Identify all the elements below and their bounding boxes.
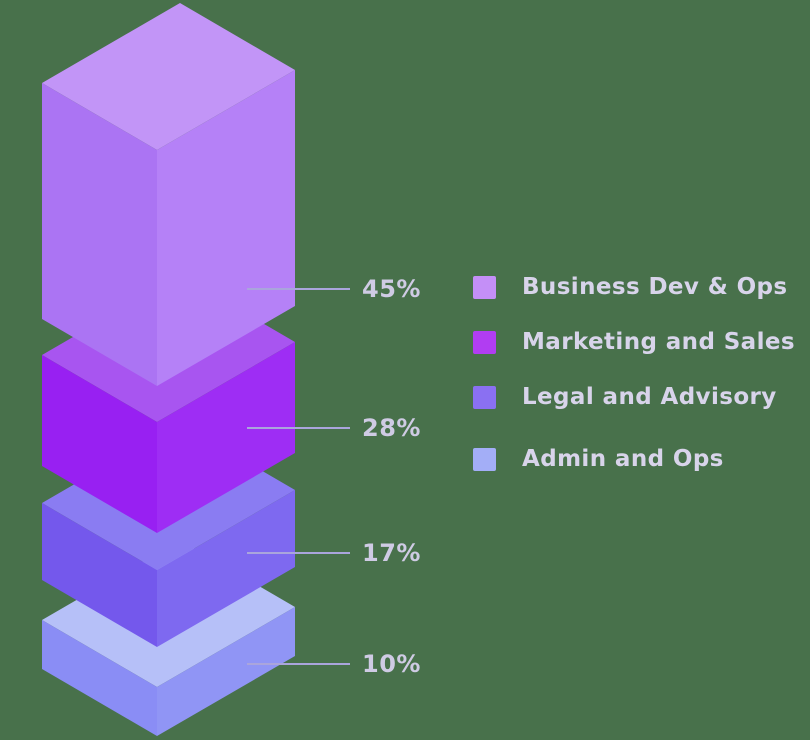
percent-label: 45% <box>362 275 421 303</box>
percent-label: 17% <box>362 539 421 567</box>
segment-1-top-face <box>42 3 295 150</box>
callout-line <box>247 552 350 554</box>
percent-label: 28% <box>362 414 421 442</box>
legend-item-admin-ops: Admin and Ops <box>473 446 795 472</box>
legend-swatch <box>473 330 496 354</box>
segment-2-right-face <box>157 342 295 533</box>
legend-label: Legal and Advisory <box>522 384 777 410</box>
segment-2-left-face <box>42 355 157 533</box>
percent-label: 10% <box>362 650 421 678</box>
legend-item-legal-advisory: Legal and Advisory <box>473 384 795 410</box>
segment-3-left-face <box>42 503 157 647</box>
segment-3-right-face <box>157 490 295 647</box>
segment-4-right-face <box>157 607 295 736</box>
segment-4-left-face <box>42 620 157 736</box>
legend-label: Marketing and Sales <box>522 329 795 355</box>
legend-label: Admin and Ops <box>522 446 724 472</box>
callout-line <box>247 427 350 429</box>
segment-1-left-face <box>42 83 157 386</box>
callout-line <box>247 663 350 665</box>
callout-line <box>247 288 350 290</box>
legend-swatch <box>473 447 496 471</box>
legend-item-business-dev-ops: Business Dev & Ops <box>473 274 795 300</box>
segment-1-right-face <box>157 70 295 386</box>
legend: Business Dev & Ops Marketing and Sales L… <box>473 274 795 472</box>
legend-swatch <box>473 385 496 409</box>
legend-item-marketing-sales: Marketing and Sales <box>473 329 795 355</box>
legend-swatch <box>473 275 496 299</box>
legend-label: Business Dev & Ops <box>522 274 788 300</box>
